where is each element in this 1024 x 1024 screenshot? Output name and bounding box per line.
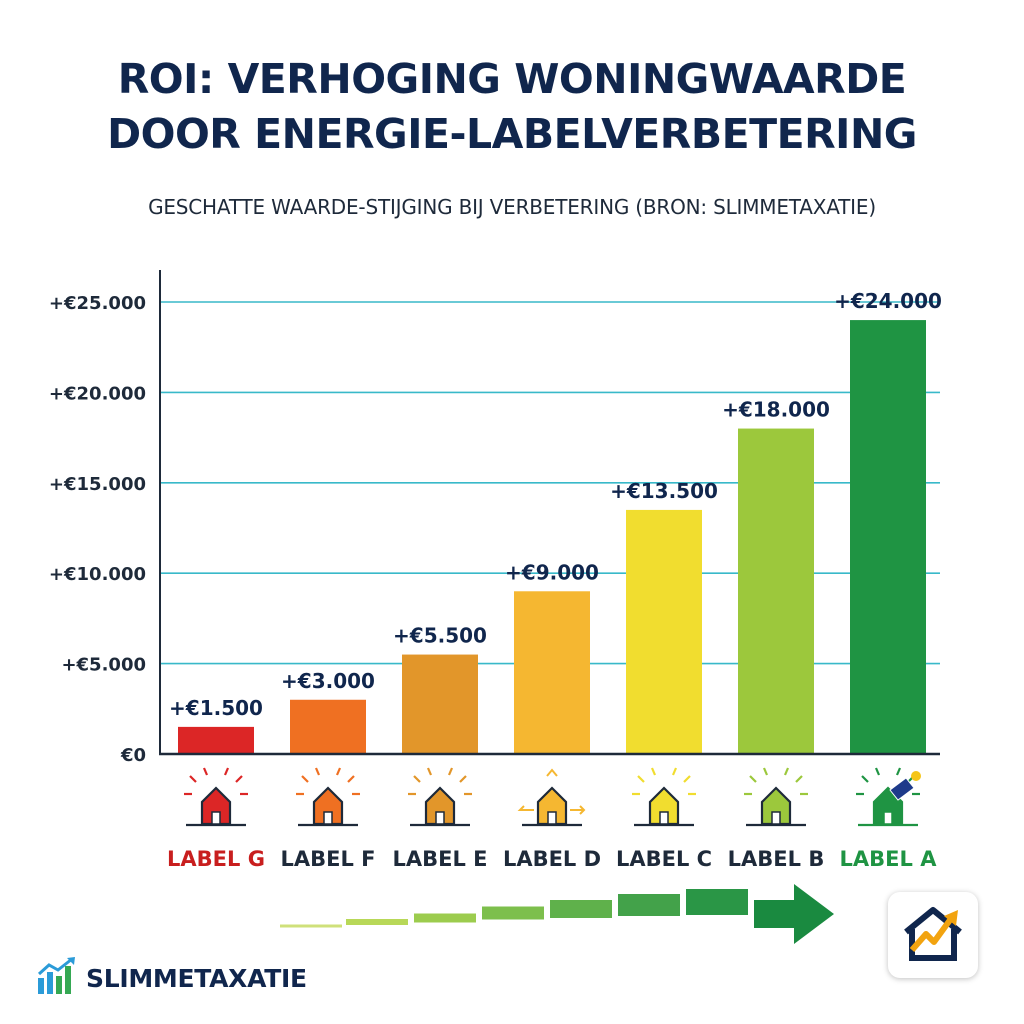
value-label: +€3.000 <box>281 669 375 693</box>
app-logo-tile <box>888 892 978 978</box>
value-label: +€18.000 <box>722 398 830 422</box>
value-label: +€13.500 <box>610 479 718 503</box>
value-label: +€9.000 <box>505 560 599 584</box>
value-label: +€24.000 <box>834 289 942 313</box>
category-label: LABEL F <box>280 847 375 871</box>
bar-label-g <box>178 726 254 754</box>
y-tick-label: +€15.000 <box>49 474 146 495</box>
y-axis-tick-labels: €0 +€5.000 +€10.000 +€15.000 +€20.000 +€25.00… <box>49 293 146 766</box>
bar-label-b <box>738 428 814 754</box>
progress-segment <box>618 894 680 916</box>
chart-title-line-1: ROI: VERHOGING WONINGWAARDE <box>117 55 907 103</box>
progress-arrow <box>280 884 834 944</box>
bar-label-c <box>626 509 702 754</box>
category-label: LABEL C <box>616 847 712 871</box>
bar-label-f <box>290 699 366 754</box>
progress-arrowhead <box>754 884 834 944</box>
progress-segment <box>482 906 544 920</box>
bars <box>178 320 926 754</box>
house-icon <box>296 767 360 827</box>
brand-name: SLIMMETAXATIE <box>86 963 307 993</box>
bar-label-a <box>850 320 926 754</box>
value-label: +€1.500 <box>169 696 263 720</box>
bar-label-d <box>514 591 590 754</box>
progress-segment <box>550 900 612 918</box>
progress-segment <box>280 924 342 928</box>
progress-segment <box>414 913 476 923</box>
label-icons <box>184 767 921 827</box>
progress-segment <box>686 889 748 915</box>
brand: SLIMMETAXATIE <box>36 956 307 1000</box>
chart-subtitle: GESCHATTE WAARDE-STIJGING BIJ VERBETERIN… <box>148 195 876 219</box>
chart-title: ROI: VERHOGING WONINGWAARDE DOOR ENERGIE… <box>0 52 1024 162</box>
y-tick-label: +€5.000 <box>61 655 146 676</box>
y-tick-label: +€25.000 <box>49 293 146 314</box>
value-labels: +€1.500 +€3.000 +€5.500 +€9.000 +€13.500 +€18… <box>169 289 942 720</box>
category-label: LABEL A <box>840 847 938 871</box>
y-tick-label: €0 <box>120 745 146 766</box>
house-icon <box>632 767 696 827</box>
house-icon <box>184 767 248 827</box>
progress-segment <box>346 919 408 925</box>
house-growth-arrow-icon <box>898 902 968 968</box>
category-label: LABEL D <box>503 847 601 871</box>
y-tick-label: +€20.000 <box>49 383 146 404</box>
house-icon <box>744 767 808 827</box>
category-label: LABEL E <box>392 847 487 871</box>
y-tick-label: +€10.000 <box>49 564 146 585</box>
chart-title-line-2: DOOR ENERGIE-LABELVERBETERING <box>107 110 917 158</box>
solar-house-icon <box>856 767 921 827</box>
bar-chart-arrow-icon <box>36 956 78 1000</box>
house-arrows-icon <box>517 768 586 827</box>
category-label: LABEL G <box>167 847 265 871</box>
bar-label-e <box>402 654 478 754</box>
value-label: +€5.500 <box>393 624 487 648</box>
x-axis-category-labels: LABEL G LABEL F LABEL E LABEL D LABEL C LABEL… <box>167 847 937 871</box>
category-label: LABEL B <box>728 847 825 871</box>
house-icon <box>408 767 472 827</box>
